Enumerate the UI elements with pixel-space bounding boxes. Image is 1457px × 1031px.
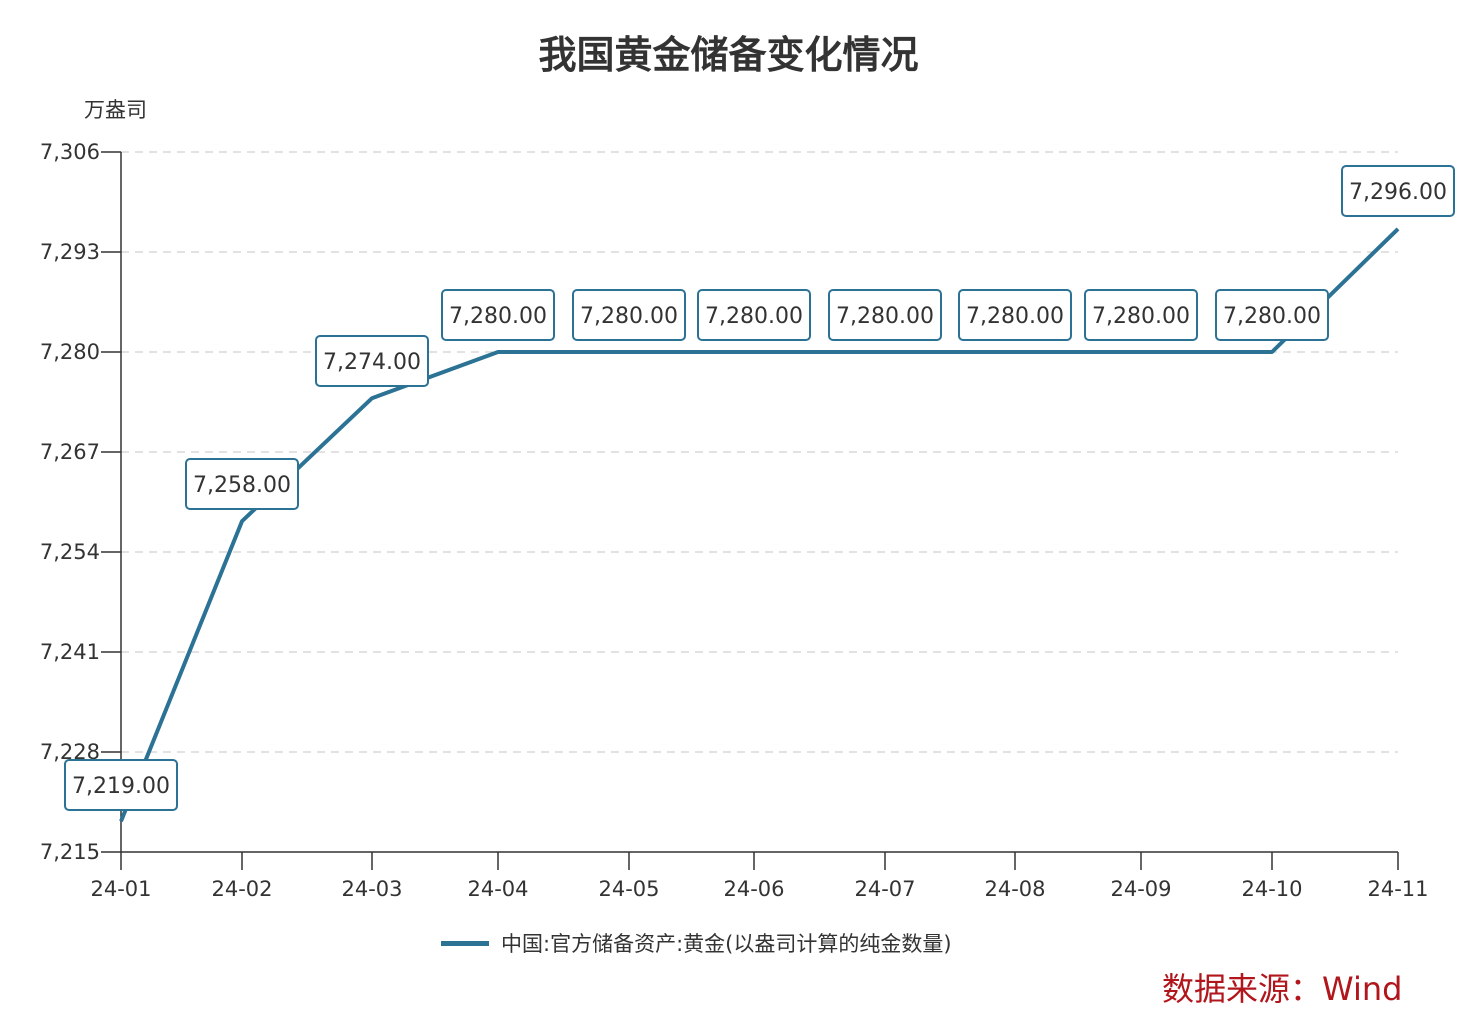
data-source-note: 数据来源：Wind [1162,970,1403,1008]
data-label: 7,280.00 [1092,304,1190,329]
legend-line-swatch [441,940,489,946]
chart-title: 我国黄金储备变化情况 [538,33,919,77]
x-tick-label: 24-09 [1110,877,1171,901]
x-tick-label: 24-06 [723,877,784,901]
data-label-box [697,289,811,341]
y-tick-label: 7,254 [40,540,100,564]
y-axis-unit-label: 万盎司 [84,98,147,122]
data-label: 7,219.00 [72,774,170,799]
legend[interactable]: 中国:官方储备资产:黄金(以盎司计算的纯金数量) [441,928,952,958]
x-tick-label: 24-01 [90,877,151,901]
data-label-box [958,289,1072,341]
x-tick-label: 24-02 [211,877,272,901]
data-label-box [572,289,686,341]
data-label: 7,280.00 [836,304,934,329]
x-tick-label: 24-05 [598,877,659,901]
data-label-box [185,458,299,510]
data-label: 7,274.00 [323,350,421,375]
y-tick-label: 7,293 [40,240,100,264]
legend-label: 中国:官方储备资产:黄金(以盎司计算的纯金数量) [501,932,952,956]
series-line [119,227,1400,822]
data-label-box [1341,165,1455,217]
y-tick-label: 7,280 [40,340,100,364]
y-tick-label: 7,267 [40,440,100,464]
x-tick-label: 24-08 [984,877,1045,901]
x-tick-label: 24-10 [1241,877,1302,901]
data-label-box [315,335,429,387]
x-tick-label: 24-04 [467,877,528,901]
y-tick-label: 7,241 [40,640,100,664]
data-label-box [1084,289,1198,341]
data-label: 7,280.00 [580,304,678,329]
data-label-box [1215,289,1329,341]
x-tick-label: 24-03 [341,877,402,901]
data-label: 7,258.00 [193,473,291,498]
data-label: 7,280.00 [705,304,803,329]
data-label: 7,280.00 [1223,304,1321,329]
y-tick-label: 7,306 [40,140,100,164]
x-tick-label: 24-07 [854,877,915,901]
data-label: 7,296.00 [1349,180,1447,205]
data-label-box [64,759,178,811]
data-label-box [828,289,942,341]
data-label: 7,280.00 [966,304,1064,329]
x-tick-label: 24-11 [1367,877,1428,901]
data-label: 7,280.00 [449,304,547,329]
y-tick-label: 7,215 [40,840,100,864]
data-label-box [441,289,555,341]
